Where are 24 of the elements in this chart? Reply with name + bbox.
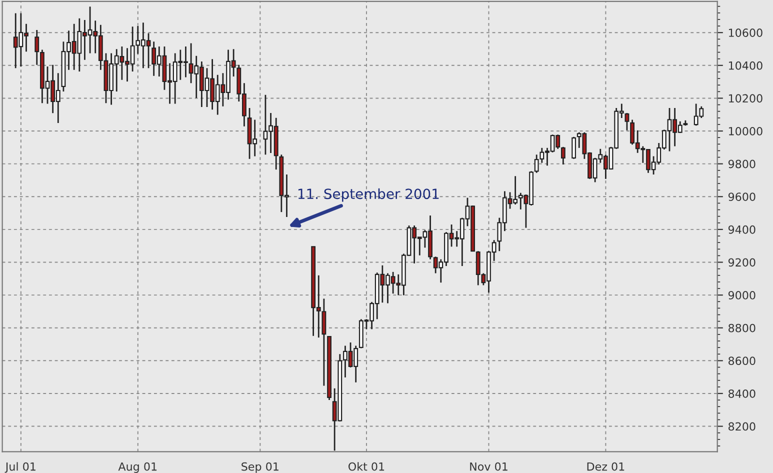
y-tick-label: 8200 xyxy=(728,422,756,431)
candlestick xyxy=(560,146,566,166)
y-tick-label: 10000 xyxy=(728,126,762,136)
annotation: 11. September 2001 xyxy=(298,188,439,202)
candlestick xyxy=(34,29,40,66)
candlestick xyxy=(572,136,576,160)
y-tick-label: 9800 xyxy=(728,160,756,168)
candlestick xyxy=(624,112,630,132)
y-tick-label: 8800 xyxy=(728,324,756,332)
x-tick-label: Aug 01 xyxy=(118,462,157,473)
y-tick-label: 10200 xyxy=(728,94,762,103)
y-tick-label: 8600 xyxy=(728,356,756,366)
x-tick-label: Jul 01 xyxy=(4,462,36,473)
x-tick-label: Nov 01 xyxy=(470,462,508,471)
y-tick-label: 10600 xyxy=(728,28,762,37)
y-tick-label: 9200 xyxy=(728,258,756,267)
y-tick-label: 8400 xyxy=(728,389,756,398)
x-tick-label: Okt 01 xyxy=(348,462,384,471)
x-tick-label: Sep 01 xyxy=(242,462,278,473)
y-tick-label: 10400 xyxy=(728,61,762,70)
x-tick-label: Dez 01 xyxy=(587,462,624,471)
y-tick-label: 9000 xyxy=(728,291,756,300)
y-tick-label: 9600 xyxy=(728,192,756,202)
y-tick-label: 9400 xyxy=(728,225,756,234)
